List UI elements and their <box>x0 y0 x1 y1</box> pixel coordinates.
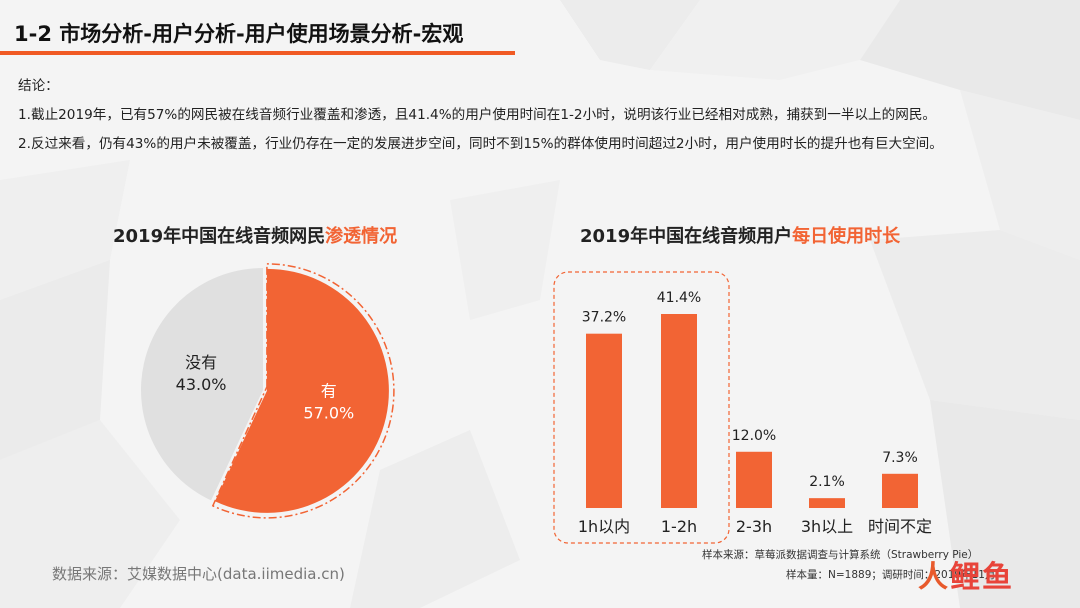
pie-slice-value-label: 57.0% <box>303 404 354 423</box>
bar-1 <box>586 333 622 508</box>
page-title: 1-2 市场分析-用户分析-用户使用场景分析-宏观 <box>14 22 464 46</box>
bar-highlight-box <box>553 271 730 544</box>
pie-slice-name-label: 没有 <box>185 353 217 372</box>
bar-value-label: 41.4% <box>657 290 701 306</box>
bar-value-label: 2.1% <box>809 474 845 490</box>
bar-title-highlight: 每日使用时长 <box>792 226 901 247</box>
bar-category-label: 时间不定 <box>868 517 932 536</box>
pie-slice-name-label: 有 <box>321 382 337 401</box>
bar-category-label: 3h以上 <box>801 517 853 536</box>
pie-slice-value-label: 43.0% <box>176 375 227 394</box>
watermark-part-2: 鲤鱼 <box>950 560 1014 595</box>
pie-slice-highlight-outline <box>211 263 395 519</box>
bar-value-label: 12.0% <box>732 428 776 444</box>
conclusion-line-2: 2.反过来看，仍有43%的用户未被覆盖，行业仍存在一定的发展进步空间，同时不到1… <box>18 136 943 152</box>
bar-4 <box>809 498 845 508</box>
bar-value-label: 37.2% <box>582 310 626 326</box>
bar-category-label: 1h以内 <box>578 517 630 536</box>
bar-category-label: 2-3h <box>736 517 772 536</box>
header: 1-2 市场分析-用户分析-用户使用场景分析-宏观 <box>0 14 515 55</box>
watermark-part-1: 人 <box>918 560 950 595</box>
bar-category-label: 1-2h <box>661 517 697 536</box>
bar-chart-title: 2019年中国在线音频用户每日使用时长 <box>580 222 900 248</box>
sample-size-note: 样本量：N=1889；调研时间：2019年11月 <box>786 569 996 581</box>
bar-title-prefix: 2019年中国在线音频用户 <box>580 226 793 247</box>
pie-title-highlight: 渗透情况 <box>325 226 398 247</box>
pie-slice-yes <box>214 268 389 513</box>
conclusion-line-1: 1.截止2019年，已有57%的网民被在线音频行业覆盖和渗透，且41.4%的用户… <box>18 107 937 123</box>
conclusion-label: 结论： <box>18 78 59 94</box>
bar-chart: 37.2% 1h以内 41.4% 1-2h 12.0% 2-3h 2.1% 3h以上 7.3% 时… <box>553 271 932 544</box>
pie-slice-no <box>140 268 263 501</box>
bar-2 <box>661 314 697 508</box>
conclusion-block: 结论： 1.截止2019年，已有57%的网民被在线音频行业覆盖和渗透，且41.4… <box>18 76 943 163</box>
bar-value-label: 7.3% <box>882 450 918 466</box>
pie-chart-title: 2019年中国在线音频网民渗透情况 <box>113 222 397 248</box>
sample-source-note: 样本来源：草莓派数据调查与计算系统（Strawberry Pie） <box>702 549 979 561</box>
header-accent-bar <box>0 51 515 55</box>
bar-5 <box>882 473 918 508</box>
pie-chart: 有 57.0% 没有 43.0% <box>140 263 395 519</box>
watermark-logo: 人鲤鱼 <box>918 552 1014 596</box>
bar-3 <box>736 451 772 508</box>
data-source: 数据来源：艾媒数据中心(data.iimedia.cn) <box>52 565 345 583</box>
pie-title-prefix: 2019年中国在线音频网民 <box>113 226 326 247</box>
